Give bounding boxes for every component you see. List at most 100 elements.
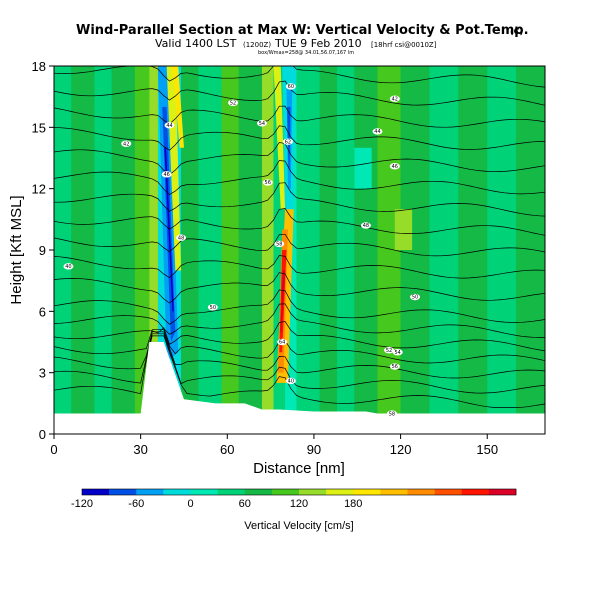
isentrope-label: 48 bbox=[363, 223, 369, 229]
chart-subtitle-run: [18hrf csi@0010Z] bbox=[371, 41, 437, 49]
isentrope-line bbox=[54, 303, 545, 338]
isentrope-label: 42 bbox=[123, 141, 129, 147]
isentrope-label: 42 bbox=[392, 96, 398, 102]
colorbar-tick-label: 60 bbox=[239, 498, 251, 510]
isentrope-line bbox=[54, 289, 545, 325]
y-tick-label: 12 bbox=[32, 182, 46, 197]
chart-subtitle-small: box/Wmax=258@ 34.01,56.07,167 lm bbox=[258, 50, 354, 56]
chart-subtitle: Valid 1400 LST bbox=[155, 37, 237, 50]
isentrope-label: 56 bbox=[265, 180, 271, 186]
chart-title-mark: (C) bbox=[510, 27, 523, 36]
colorbar-frame bbox=[81, 488, 517, 496]
x-tick-label: 150 bbox=[476, 442, 498, 457]
isentrope-label-bg bbox=[207, 304, 218, 311]
colorbar-swatch bbox=[326, 489, 354, 495]
x-tick-label: 120 bbox=[390, 442, 412, 457]
isentrope-label-bg bbox=[384, 346, 395, 354]
terrain bbox=[54, 342, 545, 434]
colorbar-tick-label: -60 bbox=[128, 498, 144, 510]
colorbar-swatch bbox=[461, 489, 490, 495]
velocity-band bbox=[337, 66, 355, 434]
isentrope-label: 58 bbox=[276, 242, 282, 248]
isentrope-line bbox=[54, 125, 545, 151]
y-tick-label: 15 bbox=[32, 120, 46, 135]
isentrope-label-bg bbox=[386, 410, 397, 417]
isentrope-line bbox=[54, 105, 545, 128]
isentrope-label-bg bbox=[285, 83, 296, 90]
isentrope-label-bg bbox=[360, 222, 371, 229]
isentrope-label-bg bbox=[176, 234, 187, 241]
velocity-band bbox=[377, 66, 401, 434]
isentrope-line bbox=[54, 329, 545, 364]
colorbar-swatch bbox=[217, 489, 246, 495]
isentrope-label: 56 bbox=[392, 364, 398, 370]
isentrope-label-bg bbox=[256, 120, 267, 127]
velocity-core bbox=[172, 66, 184, 148]
velocity-core bbox=[280, 270, 286, 332]
velocity-band bbox=[319, 66, 338, 434]
isentrope-label-bg bbox=[389, 363, 400, 370]
colorbar-swatch bbox=[299, 489, 327, 495]
isentrope-line bbox=[54, 208, 545, 236]
x-axis: 0 30 60 90 120 150 bbox=[50, 434, 498, 457]
isentrope-line bbox=[54, 321, 545, 352]
velocity-band bbox=[429, 66, 459, 434]
isentrope-label: 64 bbox=[279, 340, 285, 346]
velocity-core bbox=[394, 209, 413, 250]
velocity-core bbox=[166, 66, 182, 271]
isentrope-label-bg bbox=[277, 338, 288, 346]
isentrope-line bbox=[54, 233, 545, 257]
isentrope-label-bg bbox=[164, 122, 175, 129]
velocity-band bbox=[134, 66, 150, 434]
colorbar-tick-label: -120 bbox=[71, 498, 93, 510]
isentrope-label: 62 bbox=[285, 139, 291, 145]
colorbar-swatch bbox=[271, 489, 300, 495]
velocity-band bbox=[296, 66, 320, 434]
velocity-band bbox=[516, 66, 545, 434]
velocity-band bbox=[181, 66, 199, 434]
isentrope-label: 40 bbox=[65, 264, 71, 270]
isentrope-label: 54 bbox=[395, 350, 401, 356]
isentrope-label-bg bbox=[161, 171, 172, 178]
velocity-band bbox=[111, 66, 135, 434]
isentrope-line bbox=[54, 335, 545, 408]
velocity-band bbox=[94, 66, 112, 434]
isentrope-label-bg bbox=[372, 128, 383, 135]
isentrope-label: 54 bbox=[259, 121, 265, 127]
isentrope-label: 44 bbox=[166, 123, 172, 129]
chart-subtitle-date: TUE 9 Feb 2010 bbox=[274, 37, 362, 50]
velocity-band bbox=[273, 66, 286, 434]
colorbar-swatch bbox=[82, 489, 110, 495]
isentrope-label-bg bbox=[262, 179, 273, 186]
colorbar-swatch bbox=[488, 489, 517, 495]
isentrope-label: 46 bbox=[392, 164, 398, 170]
velocity-core bbox=[273, 66, 286, 210]
isentrope-label-bg bbox=[121, 140, 132, 147]
isentrope-label-bg bbox=[63, 263, 74, 270]
colorbar-tick-label: 180 bbox=[344, 498, 362, 510]
velocity-band bbox=[198, 66, 222, 434]
x-axis-label: Distance [nm] bbox=[253, 460, 345, 477]
colorbar-swatch bbox=[136, 489, 164, 495]
velocity-band bbox=[54, 66, 72, 434]
isentrope-line bbox=[54, 272, 545, 304]
isentrope-label: 58 bbox=[389, 411, 395, 417]
isentrope-label: 50 bbox=[412, 295, 418, 301]
colorbar-swatch bbox=[190, 489, 218, 495]
x-tick-label: 60 bbox=[220, 442, 234, 457]
isentrope-label: 44 bbox=[374, 129, 380, 135]
colorbar-tick-label: 120 bbox=[290, 498, 308, 510]
y-tick-label: 9 bbox=[39, 243, 46, 258]
colorbar-swatch bbox=[434, 489, 463, 495]
isentrope-line bbox=[54, 142, 545, 176]
velocity-band bbox=[238, 66, 262, 434]
isentrope-label: 52 bbox=[230, 101, 236, 107]
isentrope-line bbox=[54, 255, 545, 279]
isentrope-label-bg bbox=[282, 138, 293, 145]
colorbar-swatch bbox=[380, 489, 408, 495]
isentropes bbox=[54, 66, 545, 408]
chart-subtitle-detail: (1200Z) bbox=[243, 41, 271, 49]
isentrope-label: 50 bbox=[210, 305, 216, 311]
isentrope-line bbox=[54, 80, 545, 106]
isentrope-label-bg bbox=[274, 240, 285, 248]
